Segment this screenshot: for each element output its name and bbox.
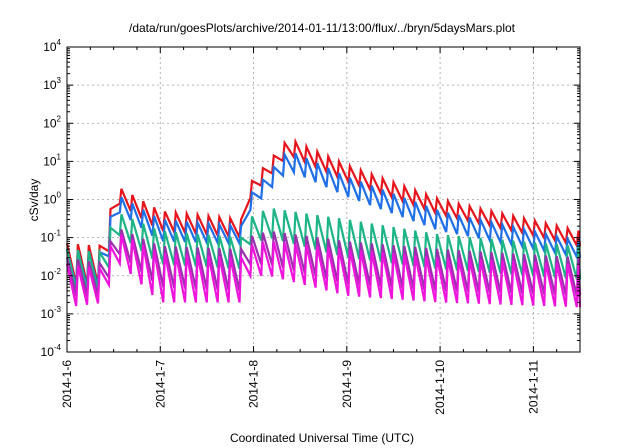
x-tick-label: 2014-1-11 [526, 360, 540, 414]
y-tick-label: 100 [43, 191, 61, 207]
y-axis-label: cSv/day [27, 179, 41, 222]
y-tick-label: 104 [43, 38, 61, 54]
y-tick-label: 10-1 [41, 229, 62, 245]
x-tick-label: 2014-1-8 [247, 360, 261, 408]
series-line-1 [65, 150, 582, 288]
x-tick-label: 2014-1-6 [60, 360, 74, 408]
x-tick-label: 2014-1-7 [153, 360, 167, 408]
y-tick-label: 10-3 [41, 305, 62, 321]
y-tick-label: 102 [43, 114, 61, 130]
x-tick-labels: 2014-1-6 2014-1-7 2014-1-8 2014-1-9 2014-1-1… [60, 360, 540, 415]
chart-title: /data/run/goesPlots/archive/2014-01-11/1… [129, 21, 516, 35]
series-layer [65, 137, 582, 308]
y-tick-label: 10-4 [41, 343, 62, 359]
ticks [66, 46, 580, 353]
grid [67, 47, 580, 352]
y-tick-label: 103 [43, 76, 61, 92]
x-axis-label: Coordinated Universal Time (UTC) [230, 431, 414, 445]
y-tick-labels: 10-4 10-3 10-2 10-1 100 101 102 103 104 [41, 38, 62, 359]
y-tick-label: 10-2 [41, 267, 62, 283]
y-tick-label: 101 [43, 152, 61, 168]
series-line-0 [65, 137, 582, 285]
series-line-4 [65, 234, 582, 308]
x-tick-label: 2014-1-9 [340, 360, 354, 408]
x-tick-label: 2014-1-10 [433, 360, 447, 415]
